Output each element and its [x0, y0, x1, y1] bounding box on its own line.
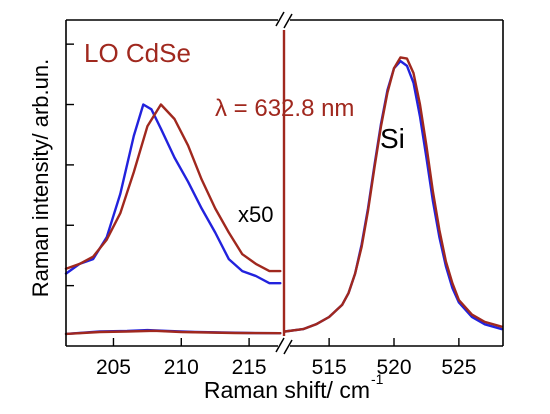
x-tick-label-205: 205 [96, 356, 131, 379]
x-tick-label-210: 210 [164, 356, 199, 379]
series-line-cdse-1 [64, 103, 282, 273]
si-peak-label: Si [380, 123, 405, 154]
series-line-cdse-3 [64, 329, 282, 336]
x-tick-label-515: 515 [312, 356, 347, 379]
series-line-cdse-0 [64, 103, 282, 285]
lo-cdse-label: LO CdSe [84, 38, 191, 68]
y-axis-title: Raman intensity/ arb.un. [28, 59, 53, 297]
multiplier-label: x50 [238, 202, 273, 227]
x-axis-title: Raman shift/ cm [204, 377, 370, 403]
x-tick-label-520: 520 [376, 356, 411, 379]
x-axis-title-superscript: -1 [371, 371, 384, 387]
x-tick-label-215: 215 [232, 356, 267, 379]
x-tick-label-525: 525 [441, 356, 476, 379]
series-line-si-1 [283, 56, 503, 333]
axis-break-mark-bottom [275, 336, 293, 356]
axis-break-mark-top [275, 10, 293, 30]
